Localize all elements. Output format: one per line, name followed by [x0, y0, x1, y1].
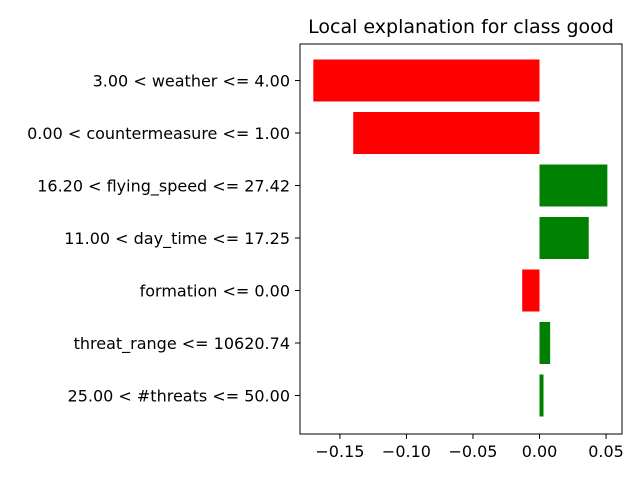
x-tick-label: −0.15: [315, 442, 364, 461]
y-axis-ticks: 3.00 < weather <= 4.00 0.00 < countermeas…: [27, 72, 300, 406]
plot-frame: [299, 43, 623, 435]
chart-title: Local explanation for class good: [308, 16, 614, 38]
y-tick-label: 3.00 < weather <= 4.00: [93, 72, 290, 91]
y-tick-label: 11.00 < day_time <= 17.25: [64, 229, 290, 249]
y-tick-label: 25.00 < #threats <= 50.00: [68, 387, 290, 406]
bar: [353, 112, 540, 154]
bar: [313, 59, 540, 102]
bar: [539, 322, 551, 364]
x-tick-label: −0.10: [382, 442, 431, 461]
y-tick-label: formation <= 0.00: [140, 282, 290, 301]
y-tick-label: 16.20 < flying_speed <= 27.42: [37, 177, 290, 197]
x-tick-label: 0.00: [522, 442, 558, 461]
bar: [539, 374, 544, 417]
x-axis-ticks: −0.15 −0.10 −0.05 0.00 0.05: [315, 434, 624, 461]
x-tick-label: −0.05: [448, 442, 497, 461]
y-tick-label: threat_range <= 10620.74: [74, 334, 290, 354]
bar: [539, 164, 608, 207]
bar: [522, 269, 540, 312]
y-tick-label: 0.00 < countermeasure <= 1.00: [27, 124, 290, 143]
bars-group: [313, 59, 608, 417]
bar: [539, 217, 589, 259]
x-tick-label: 0.05: [588, 442, 624, 461]
